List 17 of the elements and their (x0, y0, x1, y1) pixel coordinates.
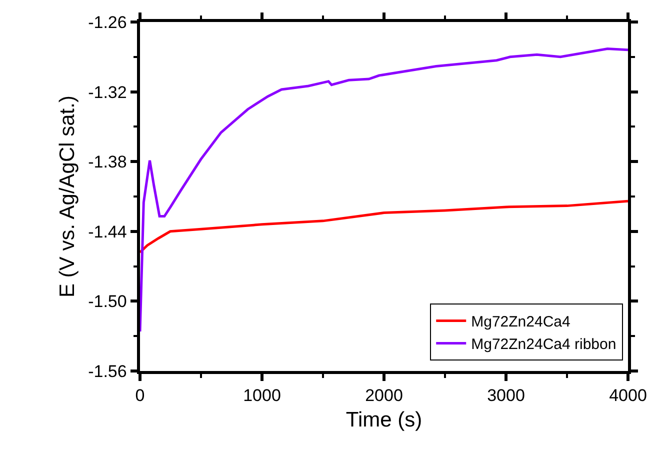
y-tick-label: -1.50 (88, 292, 127, 312)
y-tick-label: -1.26 (88, 12, 127, 32)
line-series (140, 48, 628, 333)
x-tick-label: 4000 (609, 386, 647, 406)
y-tick-label: -1.32 (88, 82, 127, 102)
x-tick-label: 3000 (487, 386, 525, 406)
legend-label: Mg72Zn24Ca4 ribbon (471, 336, 616, 354)
y-axis-title: E (V vs. Ag/AgCl sat.) (56, 96, 80, 298)
y-tick-label: -1.56 (88, 362, 127, 381)
y-tick-label: -1.44 (88, 222, 127, 242)
x-tick-label: 0 (135, 386, 145, 406)
legend-label: Mg72Zn24Ca4 (471, 314, 570, 331)
x-tick-label: 1000 (243, 386, 281, 406)
x-tick-label: 2000 (365, 386, 403, 406)
y-tick-label: -1.38 (88, 152, 127, 172)
x-axis-title: Time (s) (346, 408, 422, 432)
line-series (140, 200, 628, 254)
